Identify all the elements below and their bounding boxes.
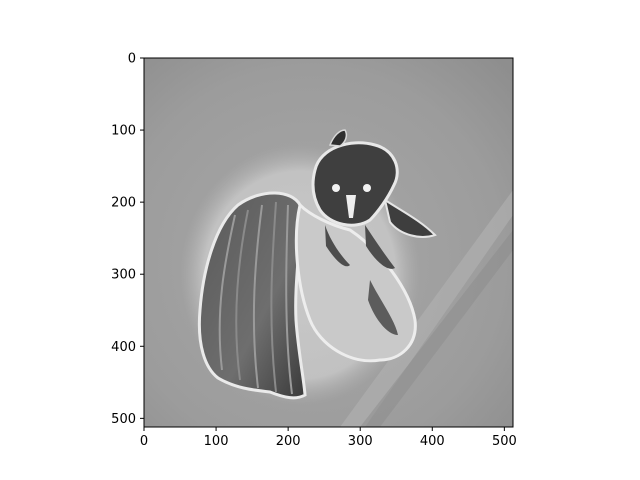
x-axis: 0 100 200 300 400 500 xyxy=(140,427,517,449)
y-tick-label: 400 xyxy=(111,340,136,355)
image-area xyxy=(144,58,513,427)
y-axis: 0 100 200 300 400 500 xyxy=(111,52,144,427)
x-tick-label: 500 xyxy=(492,434,517,449)
x-tick-label: 100 xyxy=(204,434,229,449)
x-tick-label: 0 xyxy=(140,434,148,449)
wing-shape xyxy=(197,191,307,400)
x-tick-label: 300 xyxy=(348,434,373,449)
x-tick-label: 400 xyxy=(420,434,445,449)
y-tick-label: 500 xyxy=(111,412,136,427)
axes-frame xyxy=(143,57,514,428)
x-tick-label: 200 xyxy=(276,434,301,449)
insect-head xyxy=(311,129,399,269)
y-tick-label: 200 xyxy=(111,196,136,211)
y-tick-label: 0 xyxy=(128,52,136,67)
y-tick-label: 300 xyxy=(111,268,136,283)
y-tick-label: 100 xyxy=(111,124,136,139)
